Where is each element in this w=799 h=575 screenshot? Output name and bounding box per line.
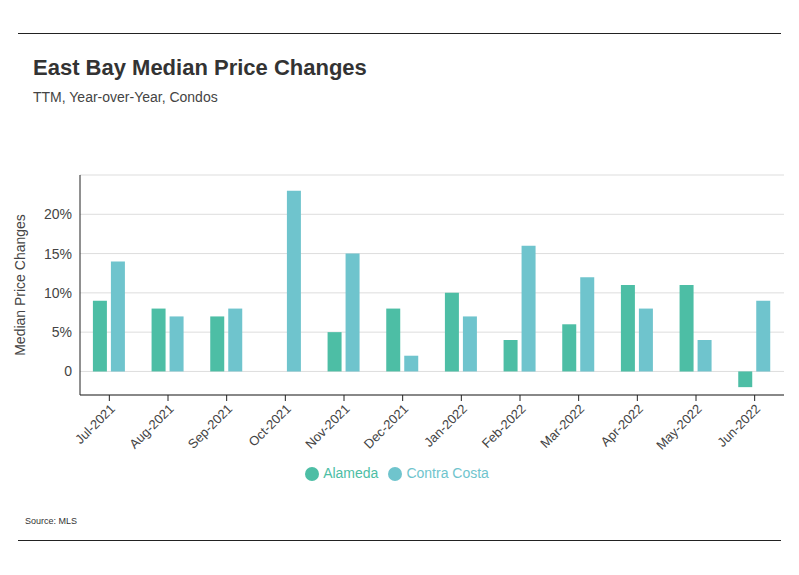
svg-text:10%: 10% [44,285,72,301]
svg-text:Feb-2022: Feb-2022 [479,401,529,451]
svg-text:Mar-2022: Mar-2022 [537,401,587,451]
svg-text:Median Price Changes: Median Price Changes [12,214,28,356]
svg-text:Jul-2021: Jul-2021 [72,401,118,447]
svg-text:Nov-2021: Nov-2021 [302,401,352,451]
html-text:Alameda: Alameda [323,465,379,481]
svg-text:0: 0 [64,363,72,379]
svg-text:5%: 5% [52,324,72,340]
svg-text:Apr-2022: Apr-2022 [598,401,646,449]
html-text:TTM, Year-over-Year, Condos: TTM, Year-over-Year, Condos [33,89,218,105]
svg-text:Dec-2021: Dec-2021 [361,401,411,451]
html-text:Contra Costa: Contra Costa [406,465,489,481]
svg-text:Oct-2021: Oct-2021 [246,401,294,449]
svg-text:Aug-2021: Aug-2021 [126,401,176,451]
svg-text:Jun-2022: Jun-2022 [714,401,763,450]
svg-text:15%: 15% [44,246,72,262]
svg-text:20%: 20% [44,206,72,222]
html-text:East Bay Median Price Changes: East Bay Median Price Changes [33,55,367,80]
html-text:Source: MLS: Source: MLS [25,516,77,526]
svg-text:Jan-2022: Jan-2022 [421,401,470,450]
svg-text:Sep-2021: Sep-2021 [185,401,235,451]
svg-text:May-2022: May-2022 [653,401,704,452]
